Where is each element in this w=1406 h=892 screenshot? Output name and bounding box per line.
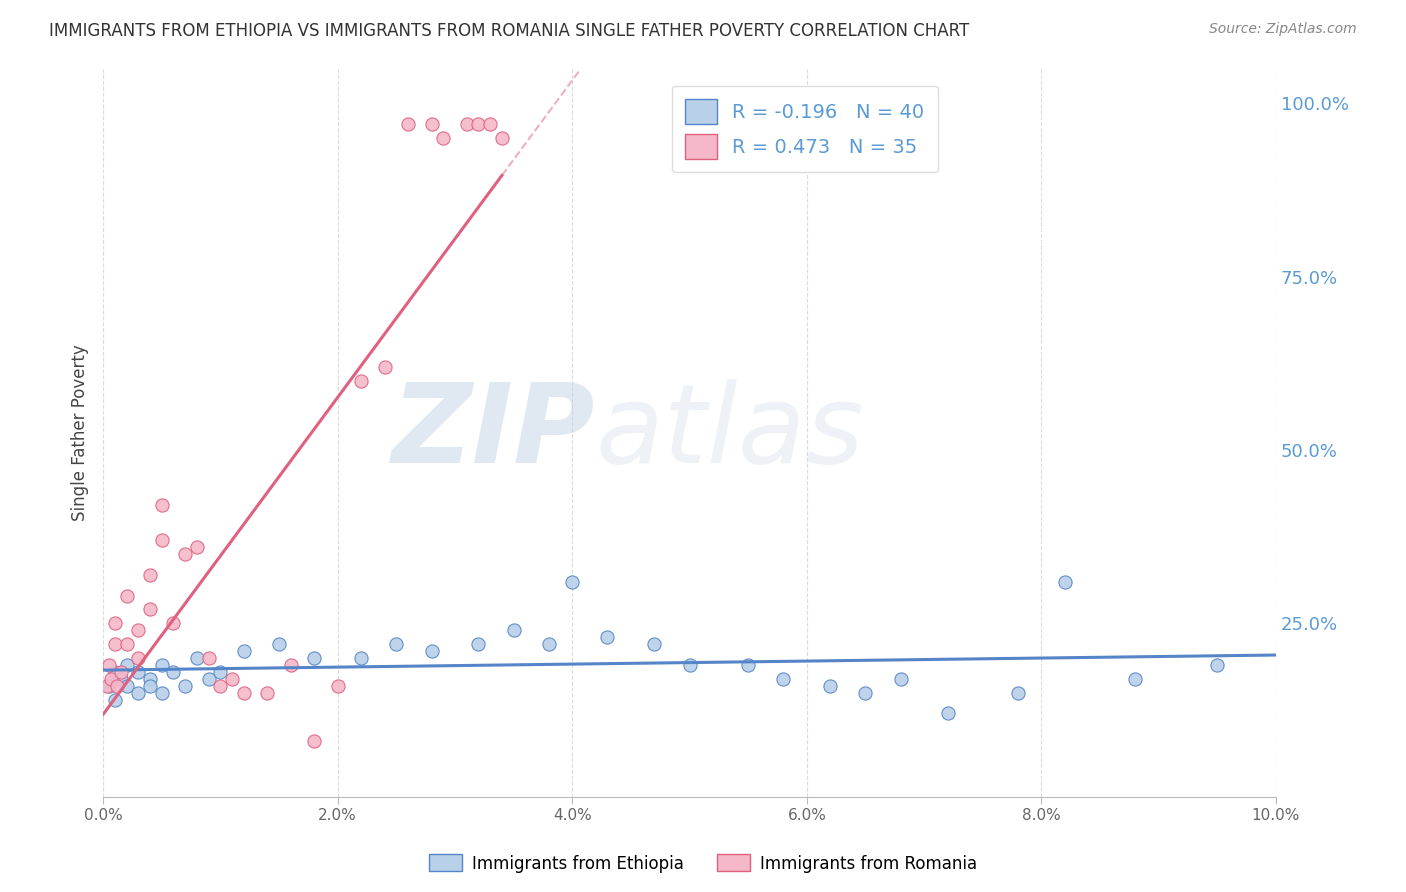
Point [467, 637, 489, 651]
Point [232, 686, 254, 700]
Point [174, 547, 197, 561]
Point [150, 499, 173, 513]
Point [115, 679, 138, 693]
Point [350, 651, 373, 665]
Text: Source: ZipAtlas.com: Source: ZipAtlas.com [1209, 22, 1357, 37]
Point [150, 657, 173, 672]
Point [100, 672, 122, 686]
Point [139, 679, 162, 693]
Point [209, 679, 232, 693]
Point [96, 679, 118, 693]
Y-axis label: Single Father Poverty: Single Father Poverty [72, 344, 89, 521]
Point [98, 679, 121, 693]
Point [1007, 686, 1029, 700]
Point [432, 131, 454, 145]
Point [643, 637, 665, 651]
Point [209, 665, 232, 679]
Point [1123, 672, 1146, 686]
Point [280, 657, 302, 672]
Legend: R = -0.196   N = 40, R = 0.473   N = 35: R = -0.196 N = 40, R = 0.473 N = 35 [672, 86, 938, 172]
Point [479, 117, 502, 131]
Point [115, 589, 138, 603]
Point [1053, 574, 1076, 589]
Point [139, 567, 162, 582]
Point [737, 657, 759, 672]
Point [502, 624, 524, 638]
Point [127, 624, 149, 638]
Point [105, 679, 128, 693]
Point [186, 540, 208, 554]
Point [150, 686, 173, 700]
Point [302, 651, 325, 665]
Point [936, 706, 959, 721]
Point [110, 672, 132, 686]
Point [396, 117, 419, 131]
Point [104, 637, 127, 651]
Point [420, 117, 443, 131]
Point [256, 686, 278, 700]
Legend: Immigrants from Ethiopia, Immigrants from Romania: Immigrants from Ethiopia, Immigrants fro… [422, 847, 984, 880]
Point [139, 672, 162, 686]
Point [678, 657, 700, 672]
Point [197, 651, 219, 665]
Point [537, 637, 560, 651]
Point [104, 665, 127, 679]
Point [115, 657, 138, 672]
Point [374, 359, 396, 374]
Point [197, 672, 219, 686]
Point [104, 616, 127, 631]
Point [456, 117, 478, 131]
Point [162, 665, 184, 679]
Point [820, 679, 842, 693]
Point [855, 686, 877, 700]
Point [221, 672, 243, 686]
Point [1206, 657, 1229, 672]
Point [150, 533, 173, 547]
Point [104, 692, 127, 706]
Point [350, 374, 373, 388]
Point [302, 734, 325, 748]
Point [127, 665, 149, 679]
Point [467, 117, 489, 131]
Point [385, 637, 408, 651]
Point [491, 131, 513, 145]
Point [174, 679, 197, 693]
Point [186, 651, 208, 665]
Point [772, 672, 794, 686]
Point [267, 637, 290, 651]
Point [127, 686, 149, 700]
Point [139, 602, 162, 616]
Point [98, 657, 121, 672]
Point [596, 630, 619, 644]
Point [561, 574, 583, 589]
Text: ZIP: ZIP [392, 379, 596, 486]
Point [127, 651, 149, 665]
Point [232, 644, 254, 658]
Point [162, 616, 184, 631]
Point [326, 679, 349, 693]
Text: IMMIGRANTS FROM ETHIOPIA VS IMMIGRANTS FROM ROMANIA SINGLE FATHER POVERTY CORREL: IMMIGRANTS FROM ETHIOPIA VS IMMIGRANTS F… [49, 22, 970, 40]
Point [420, 644, 443, 658]
Point [890, 672, 912, 686]
Point [115, 637, 138, 651]
Text: atlas: atlas [596, 379, 865, 486]
Point [110, 665, 132, 679]
